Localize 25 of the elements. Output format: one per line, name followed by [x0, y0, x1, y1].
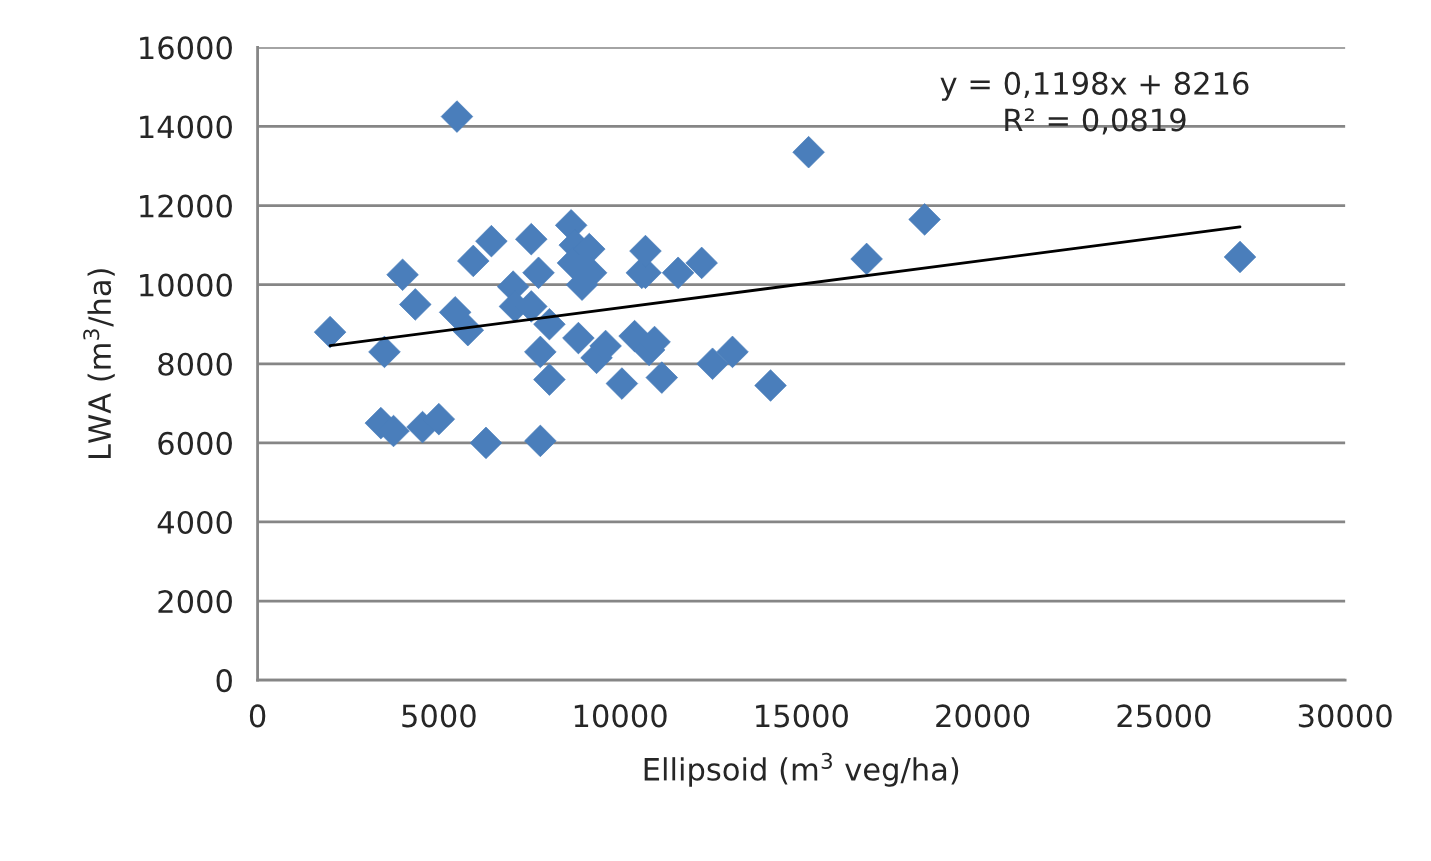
x-axis-title: Ellipsoid (m$^{3}$ veg/ha)	[644, 752, 959, 787]
point	[368, 335, 401, 369]
y-tick-label: 2000	[158, 590, 232, 614]
x-tick-label: 10000	[574, 704, 667, 728]
point	[661, 256, 695, 289]
point	[605, 367, 639, 400]
point	[469, 426, 503, 460]
point	[908, 203, 941, 236]
point	[386, 258, 419, 291]
y-tick-label: 16000	[140, 36, 232, 60]
x-tick-label: 5000	[402, 704, 476, 728]
x-tick-label: 30000	[1298, 704, 1392, 728]
y-tick-label: 14000	[140, 115, 232, 139]
y-tick-label: 0	[216, 669, 232, 693]
y-tick-label: 4000	[157, 510, 232, 535]
y-tick-label: 6000	[158, 431, 232, 455]
point	[645, 361, 678, 394]
y-axis-title: LWA (m$^{3}$/ha)	[83, 269, 115, 459]
y-tick-label: 8000	[158, 352, 232, 376]
x-tick-label: 25000	[1117, 704, 1211, 728]
x-tick-label: 0	[249, 704, 266, 728]
x-tick-label: 20000	[936, 704, 1030, 728]
y-tick-label: 12000	[140, 194, 232, 218]
y-tick-label: 10000	[140, 273, 232, 297]
x-tick-label: 15000	[756, 704, 848, 728]
